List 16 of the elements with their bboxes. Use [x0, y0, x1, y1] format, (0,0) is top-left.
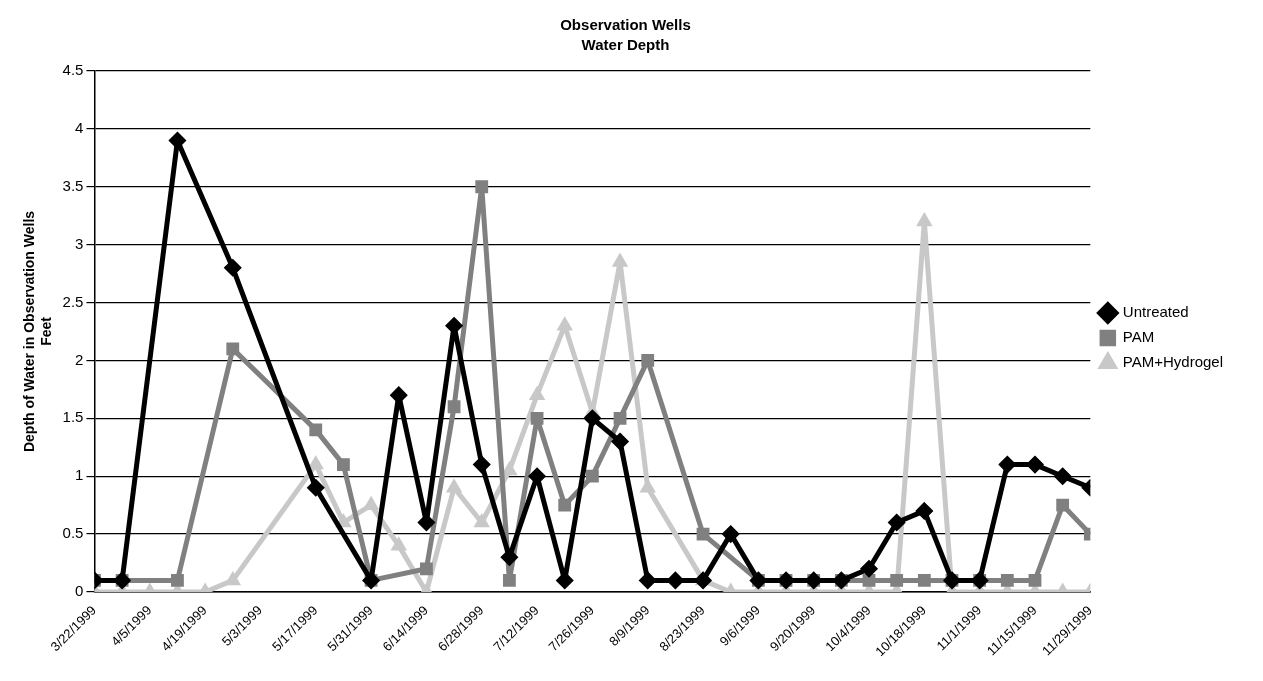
y-tick-label: 4.5	[62, 61, 84, 79]
legend-label: PAM+Hydrogel	[1122, 353, 1224, 371]
y-tick-label: 1	[75, 466, 84, 484]
legend-label: PAM	[1122, 328, 1155, 346]
y-tick-label: 2	[75, 350, 84, 368]
chart-subtitle: Water Depth	[581, 36, 670, 54]
y-tick-label: 0.5	[62, 524, 84, 542]
y-axis-title: Depth of Water in Observation Wells Feet	[21, 210, 55, 453]
y-tick-label: 1.5	[62, 408, 84, 426]
y-tick-label: 4	[75, 119, 84, 137]
y-tick-label: 0	[75, 582, 84, 600]
y-tick-label: 3.5	[62, 176, 84, 194]
chart-title: Observation Wells	[560, 16, 691, 34]
legend-label: Untreated	[1122, 303, 1189, 321]
y-tick-label: 3	[75, 234, 84, 252]
y-tick-label: 2.5	[62, 292, 84, 310]
